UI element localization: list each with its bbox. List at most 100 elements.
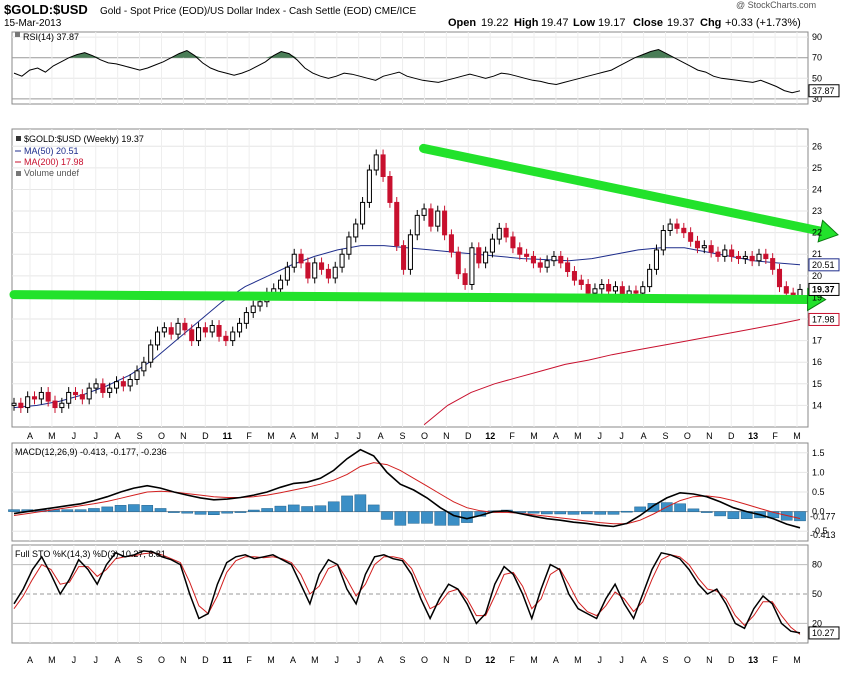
macd-histogram-bar: [394, 511, 407, 526]
macd-histogram-bar: [700, 511, 713, 513]
candle-body: [701, 245, 707, 249]
candle-body: [387, 176, 393, 203]
candle-body: [455, 251, 461, 275]
candle-body: [544, 260, 550, 268]
candle-body: [353, 223, 359, 238]
sto-tick-label: 50: [812, 589, 822, 599]
candle-body: [496, 227, 502, 240]
price-x-tick: J: [335, 431, 340, 441]
candle-body: [428, 208, 434, 227]
candle-body: [373, 154, 379, 171]
rsi-tick-label: 30: [812, 94, 822, 104]
sto-x-tick: A: [553, 655, 559, 665]
macd-histogram-bar: [447, 511, 460, 526]
macd-signal-value: -0.177: [810, 512, 836, 522]
rsi-current-label: 37.87: [812, 86, 835, 96]
high-label: High: [514, 17, 539, 29]
price-x-tick: 12: [485, 431, 495, 441]
sto-x-tick: D: [465, 655, 472, 665]
candle-body: [674, 223, 680, 229]
candle-body: [722, 249, 728, 257]
candle-body: [284, 266, 290, 281]
macd-histogram-bar: [74, 509, 87, 512]
price-x-tick: M: [311, 431, 319, 441]
sto-k-box: [808, 626, 840, 640]
candle-body: [298, 253, 304, 264]
macd-histogram-bar: [381, 511, 393, 520]
sto-x-tick: F: [509, 655, 515, 665]
sto-x-tick: D: [728, 655, 735, 665]
price-tick-label: 21: [812, 249, 822, 259]
sto-tick-label: 80: [812, 560, 822, 570]
sto-x-tick: A: [290, 655, 296, 665]
macd-histogram-bar: [168, 511, 180, 513]
macd-histogram-bar: [687, 508, 700, 512]
price-x-tick: M: [530, 431, 538, 441]
candle-body: [380, 154, 386, 178]
macd-tick-label: 1.0: [812, 467, 825, 477]
price-x-tick: A: [115, 431, 121, 441]
sto-k-line: [13, 550, 801, 634]
candle-body: [59, 402, 65, 409]
sto-x-tick: A: [115, 655, 121, 665]
rsi-tick-label: 50: [812, 73, 822, 83]
candle-body: [107, 387, 113, 393]
macd-histogram-bar: [301, 506, 313, 512]
candle-body: [134, 370, 140, 380]
candle-body: [366, 169, 372, 203]
candle-body: [756, 253, 762, 262]
candle-body: [11, 402, 17, 406]
candle-body: [72, 391, 79, 396]
candle-body: [120, 381, 126, 387]
candle-body: [86, 387, 92, 400]
price-x-tick: J: [356, 431, 361, 441]
price-x-tick: A: [641, 431, 647, 441]
candle-body: [585, 283, 591, 294]
candle-body: [640, 286, 646, 294]
ma200-axis-label: 17.98: [812, 314, 835, 324]
sto-x-tick: O: [684, 655, 691, 665]
sto-x-tick: J: [72, 655, 77, 665]
candle-body: [537, 262, 543, 268]
open-value: 19.22: [481, 17, 509, 29]
candle-body: [332, 266, 338, 279]
candle-body: [141, 361, 147, 372]
macd-histogram-bar: [261, 508, 273, 512]
candle-body: [667, 223, 673, 231]
candle-body: [407, 234, 413, 270]
candle-body: [161, 327, 167, 333]
candle-body: [346, 236, 352, 255]
price-x-tick: S: [400, 431, 406, 441]
macd-histogram-bar: [341, 495, 353, 512]
sto-x-tick: S: [400, 655, 406, 665]
macd-value: -0.413: [810, 530, 836, 540]
candle-body: [633, 290, 639, 294]
candle-body: [681, 227, 687, 234]
candle-body: [250, 305, 256, 314]
macd-histogram-bar: [208, 511, 220, 515]
sto-x-tick: N: [706, 655, 713, 665]
candle-body: [319, 262, 325, 270]
ma200-line: [423, 319, 801, 426]
sto-x-tick: M: [48, 655, 56, 665]
macd-histogram-bar: [434, 511, 447, 526]
candle-body: [421, 208, 427, 216]
macd-histogram-bar: [221, 511, 233, 514]
candle-body: [113, 381, 120, 389]
candle-body: [401, 245, 407, 270]
macd-histogram-bar: [247, 509, 260, 512]
price-tick-label: 19: [812, 292, 822, 302]
candle-body: [551, 255, 557, 262]
sto-x-tick: S: [137, 655, 143, 665]
price-tick-label: 16: [812, 357, 822, 367]
high-value: 19.47: [541, 17, 569, 29]
candle-body: [79, 394, 85, 400]
price-x-tick: A: [553, 431, 559, 441]
price-tick-label: 20: [812, 271, 822, 281]
macd-histogram-bar: [101, 506, 114, 512]
candle-body: [770, 258, 776, 270]
macd-histogram-bar: [327, 501, 340, 512]
sto-x-tick: M: [530, 655, 538, 665]
rsi-current-box: [808, 84, 840, 98]
price-x-tick: N: [180, 431, 187, 441]
